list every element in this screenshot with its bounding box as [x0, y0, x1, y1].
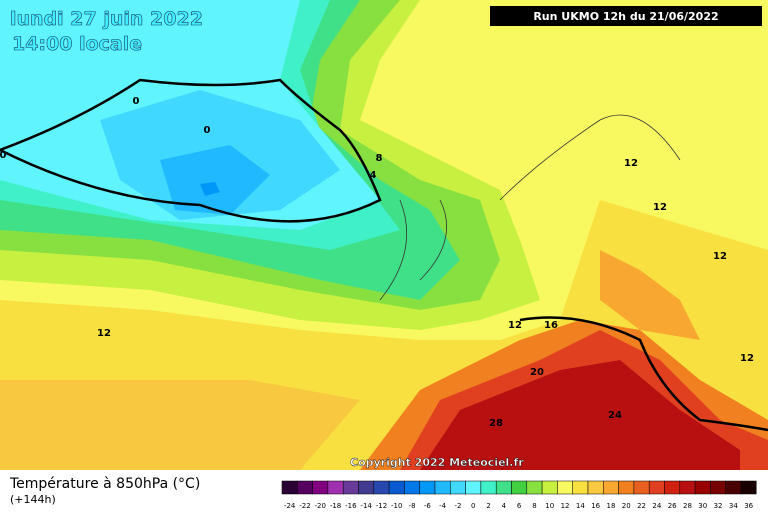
colorbar-swatch — [434, 480, 451, 495]
colorbar-swatch — [526, 480, 543, 495]
map-date: lundi 27 juin 2022 — [10, 8, 203, 30]
colorbar-label: 34 — [729, 502, 738, 510]
colorbar-label: 22 — [637, 502, 646, 510]
contour-label: 12 — [653, 202, 667, 213]
colorbar-swatch — [603, 480, 619, 495]
colorbar-swatch — [358, 480, 375, 495]
colorbar-swatch — [511, 480, 528, 495]
colorbar-swatch — [710, 480, 726, 495]
contour-label: 0 — [0, 150, 7, 161]
colorbar-swatch — [327, 480, 344, 495]
colorbar-label: -20 — [315, 502, 326, 510]
colorbar-label: 12 — [561, 502, 570, 510]
colorbar-swatch — [465, 480, 482, 495]
contour-label: 24 — [608, 410, 622, 421]
colorbar-swatch — [480, 480, 497, 495]
colorbar-label: 2 — [486, 502, 490, 510]
colorbar-label: -12 — [376, 502, 387, 510]
contour-label: 16 — [544, 320, 558, 331]
colorbar-label: -18 — [330, 502, 341, 510]
legend-lead: (+144h) — [10, 493, 56, 506]
colorbar-swatch — [297, 480, 313, 495]
colorbar-swatch — [419, 480, 436, 495]
contour-label: 12 — [97, 328, 111, 339]
colorbar-swatch — [725, 480, 742, 495]
contour-label: 12 — [624, 158, 638, 169]
colorbar-label: -24 — [284, 502, 296, 510]
map-field — [0, 0, 768, 470]
colorbar-swatch — [740, 480, 757, 495]
colorbar-label: 4 — [502, 502, 507, 510]
colorbar-label: 18 — [606, 502, 615, 510]
colorbar-swatch — [587, 480, 604, 495]
colorbar-swatch — [557, 480, 573, 495]
colorbar-swatch — [312, 480, 329, 495]
colorbar-swatch — [572, 480, 589, 495]
contour-label: 12 — [713, 251, 727, 262]
map-time: 14:00 locale — [12, 33, 142, 55]
colorbar-swatch — [373, 480, 390, 495]
colorbar-swatch — [648, 480, 665, 495]
colorbar-label: 32 — [714, 502, 723, 510]
run-box — [490, 6, 762, 26]
contour-label: 0 — [133, 96, 140, 107]
colorbar-label: -8 — [409, 502, 416, 510]
contour-label: 12 — [740, 353, 754, 364]
contour-label: 28 — [489, 418, 503, 429]
colorbar-swatch — [281, 480, 298, 495]
colorbar-label: 20 — [622, 502, 631, 510]
contour-label: 4 — [370, 170, 377, 181]
colorbar-label: 26 — [668, 502, 677, 510]
colorbar-label: -22 — [299, 502, 310, 510]
contour-label: 0 — [204, 125, 211, 136]
colorbar-label: -14 — [360, 502, 372, 510]
legend-title: Température à 850hPa (°C) — [9, 476, 200, 492]
contour-label: 12 — [508, 320, 522, 331]
colorbar-label: 28 — [683, 502, 692, 510]
colorbar-swatch — [679, 480, 696, 495]
colorbar-label: 24 — [652, 502, 661, 510]
colorbar-label: 36 — [744, 502, 753, 510]
colorbar-label: -4 — [439, 502, 447, 510]
colorbar-label: -16 — [345, 502, 357, 510]
colorbar-swatch — [450, 480, 466, 495]
colorbar-label: 8 — [532, 502, 536, 510]
colorbar-label: 6 — [517, 502, 522, 510]
colorbar-swatch — [618, 480, 635, 495]
colorbar-swatch — [541, 480, 558, 495]
colorbar-label: -6 — [424, 502, 432, 510]
colorbar-swatch — [342, 480, 359, 495]
contour-label: 20 — [530, 367, 544, 378]
colorbar-swatch — [495, 480, 512, 495]
colorbar-label: -10 — [391, 502, 402, 510]
colorbar-label: 14 — [576, 502, 585, 510]
colorbar-label: 0 — [471, 502, 475, 510]
colorbar-label: 10 — [545, 502, 554, 510]
colorbar-swatch — [404, 480, 420, 495]
colorbar-label: 16 — [591, 502, 600, 510]
colorbar-label: 30 — [698, 502, 707, 510]
colorbar-label: -2 — [454, 502, 461, 510]
contour-label: 8 — [376, 153, 383, 164]
colorbar-swatch — [633, 480, 650, 495]
colorbar-swatch — [388, 480, 405, 495]
colorbar-swatch — [664, 480, 681, 495]
run-label: Run UKMO 12h du 21/06/2022 — [533, 10, 718, 23]
colorbar-swatch — [694, 480, 711, 495]
copyright: Copyright 2022 Meteociel.fr — [350, 456, 524, 469]
